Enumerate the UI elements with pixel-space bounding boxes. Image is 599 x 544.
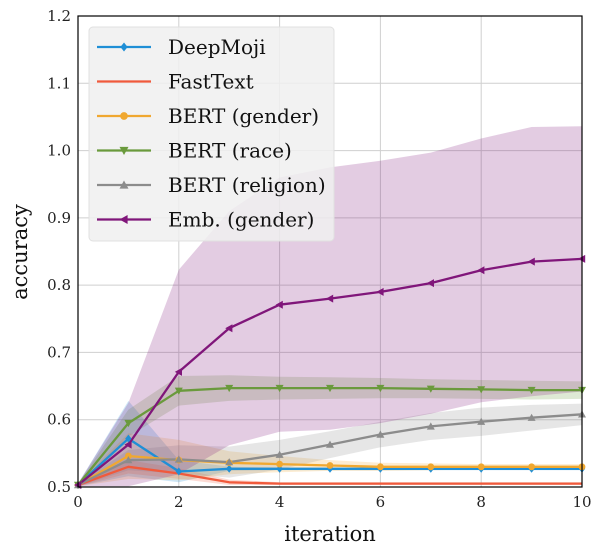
point-bert-religion [124,456,133,464]
band-bert-race [78,375,582,487]
point-emb-gender [174,367,182,376]
x-tick-label: 4 [275,493,285,511]
point-bert-race [225,384,234,393]
point-emb-gender [527,257,535,266]
point-emb-gender [426,279,434,288]
y-tick-label: 1.1 [47,74,71,92]
legend-label-bert-race: BERT (race) [168,139,292,163]
point-emb-gender [376,287,384,296]
y-axis-label: accuracy [8,204,32,300]
point-deepmoji [175,467,182,476]
point-bert-religion [326,440,334,448]
x-tick-label: 6 [376,493,386,511]
point-bert-religion [225,458,234,466]
point-bert-religion [527,413,536,421]
point-bert-religion [426,422,435,430]
x-axis-label: iteration [284,522,375,544]
band-bert-gender [78,433,582,487]
series-markers [74,254,586,489]
x-tick-label: 8 [476,493,486,511]
point-bert-gender [377,463,384,471]
legend-marker-deepmoji [120,42,128,52]
x-tick-label: 0 [73,493,83,511]
point-emb-gender [225,324,233,333]
legend-label-emb-gender: Emb. (gender) [168,208,314,232]
point-emb-gender [477,266,485,275]
point-emb-gender [326,294,334,303]
point-deepmoji [226,464,233,473]
axis-ticks: 0 2 4 6 8 10 0.5 0.6 0.7 0.8 0.9 1.0 1.1 1.2 [47,7,591,511]
y-tick-label: 0.9 [47,209,71,227]
point-bert-religion [275,450,284,458]
point-bert-gender [427,463,435,471]
y-tick-label: 1.2 [47,7,71,25]
y-tick-label: 0.8 [47,276,71,294]
band-deepmoji [78,400,582,487]
point-bert-race [426,385,435,393]
legend-marker-bert-race [119,146,129,155]
point-deepmoji [125,434,132,443]
band-fasttext [78,460,582,487]
point-bert-religion [376,430,385,438]
legend-label-fasttext: FastText [168,70,254,94]
point-bert-race [174,387,183,395]
y-tick-label: 0.5 [47,478,71,496]
point-bert-gender [477,463,485,471]
legend-marker-bert-gender [120,112,128,120]
legend: DeepMoji FastText BERT (gender) BERT (race)… [88,26,335,242]
band-emb-gender [78,126,582,487]
point-bert-gender [326,462,334,469]
point-bert-religion [477,417,486,425]
legend-label-bert-gender: BERT (gender) [168,104,319,128]
point-bert-race [124,419,133,428]
point-bert-race [477,386,486,394]
legend-label-bert-religion: BERT (religion) [168,173,326,197]
point-bert-race [527,386,536,395]
legend-label-deepmoji: DeepMoji [168,35,266,59]
point-bert-race [376,384,385,393]
plot-frame [77,15,583,488]
y-tick-label: 0.6 [47,411,71,429]
legend-marker-bert-religion [119,180,129,189]
point-emb-gender [124,440,132,449]
y-tick-label: 1.0 [47,142,71,160]
x-tick-label: 2 [174,493,184,511]
line-fasttext [77,465,582,487]
point-bert-race [326,384,334,393]
point-bert-gender [124,452,132,460]
point-bert-race [275,384,284,393]
y-tick-label: 0.7 [47,343,71,361]
legend-marker-emb-gender [119,215,128,224]
point-bert-gender [276,460,283,468]
point-bert-gender [528,463,535,471]
point-emb-gender [275,300,283,309]
x-tick-label: 10 [572,493,591,511]
point-bert-religion [174,455,183,463]
